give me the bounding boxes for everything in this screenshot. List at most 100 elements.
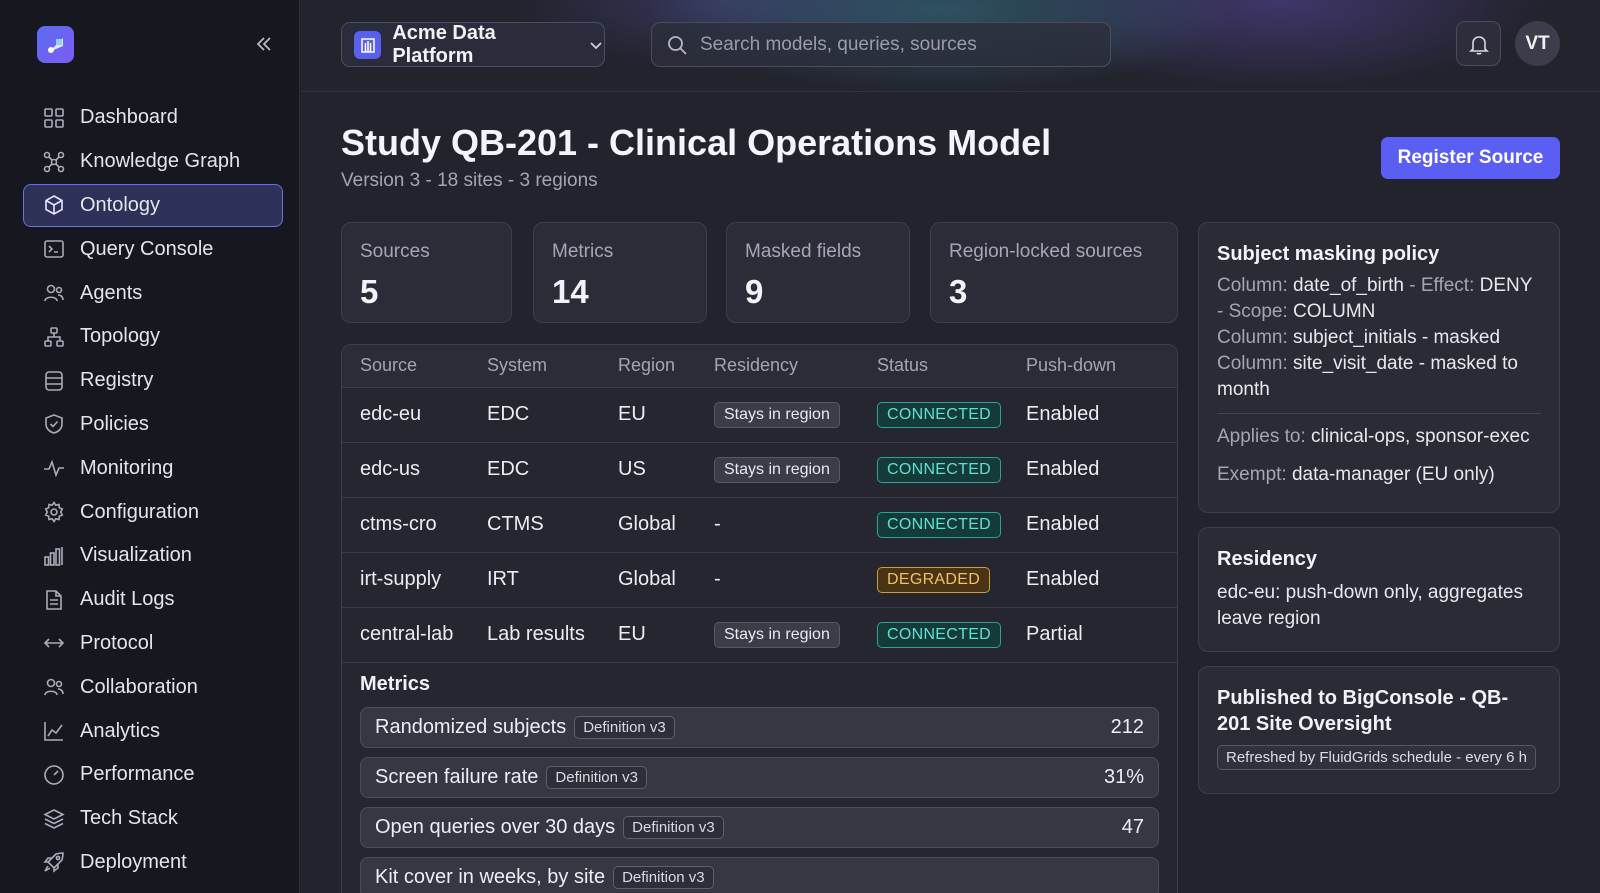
sidebar-item-label: Tech Stack [80,807,178,830]
arrows-icon [42,631,66,655]
metric-value: 31% [1103,766,1144,788]
card-title: Subject masking policy [1217,243,1440,265]
top-bar: Acme Data Platform VT [301,0,1600,92]
page-subtitle: Version 3 - 18 sites - 3 regions [341,170,598,191]
collapse-sidebar-button[interactable] [252,32,276,56]
cell-system: Lab results [469,607,600,663]
sidebar-item-collaboration[interactable]: Collaboration [23,665,283,709]
cell-region: Global [600,552,696,608]
status-badge: CONNECTED [877,621,1002,648]
avatar[interactable]: VT [1515,21,1560,66]
sidebar: Dashboard Knowledge Graph Ontology Query… [0,0,300,893]
rule-value: subject_initials - masked [1293,327,1501,348]
sidebar-item-agents[interactable]: Agents [23,271,283,315]
policy-exempt: Exempt: data-manager (EU only) [1217,462,1541,488]
sidebar-item-query-console[interactable]: Query Console [23,227,283,271]
rule-label: - Scope: [1217,301,1294,322]
grid-icon [42,106,66,130]
register-source-button[interactable]: Register Source [1381,137,1560,179]
sidebar-item-label: Deployment [80,850,187,873]
sidebar-item-topology[interactable]: Topology [23,315,283,359]
cell-pushdown: Enabled [1008,442,1177,498]
search-input[interactable] [700,33,1100,56]
sidebar-item-tech-stack[interactable]: Tech Stack [23,797,283,841]
workspace-switcher[interactable]: Acme Data Platform [341,22,605,67]
sidebar-item-policies[interactable]: Policies [23,403,283,447]
sidebar-item-visualization[interactable]: Visualization [23,534,283,578]
stat-label: Region-locked sources [949,241,1143,262]
divider [1217,413,1541,414]
policy-rule-3: Column: site_visit_date - masked to mont… [1217,351,1541,403]
sidebar-item-knowledge-graph[interactable]: Knowledge Graph [23,140,283,184]
cell-residency: - [696,552,859,608]
rule-value: data-manager (EU only) [1291,464,1495,485]
cell-source: irt-supply [342,552,469,608]
column-header-system[interactable]: System [469,345,600,388]
sidebar-item-analytics[interactable]: Analytics [23,709,283,753]
metric-row[interactable]: Open queries over 30 days Definition v3 … [360,807,1159,848]
cell-source: central-lab [342,607,469,663]
sidebar-item-protocol[interactable]: Protocol [23,622,283,666]
sidebar-item-registry[interactable]: Registry [23,359,283,403]
sidebar-item-performance[interactable]: Performance [23,753,283,797]
table-row[interactable]: central-lab Lab results EU Stays in regi… [342,607,1177,663]
users-icon [42,281,66,305]
published-card[interactable]: Published to BigConsole - QB-201 Site Ov… [1198,666,1560,794]
cell-residency: Stays in region [696,387,859,443]
stat-value: 14 [552,273,589,310]
cell-pushdown: Enabled [1008,497,1177,553]
cell-status: CONNECTED [859,497,1008,553]
metric-row[interactable]: Randomized subjects Definition v3 212 [360,707,1159,748]
table-row[interactable]: ctms-cro CTMS Global - CONNECTED Enabled [342,497,1177,553]
metric-value: 212 [1110,716,1144,738]
sidebar-item-deployment[interactable]: Deployment [23,841,283,885]
sidebar-item-dashboard[interactable]: Dashboard [23,96,283,140]
terminal-icon [42,237,66,261]
stat-card-masked-fields: Masked fields 9 [726,222,910,323]
cell-residency: Stays in region [696,607,859,663]
column-header-region[interactable]: Region [600,345,696,388]
rule-label: Exempt: [1217,464,1292,485]
table-row[interactable]: edc-eu EDC EU Stays in region CONNECTED … [342,387,1177,443]
metric-row[interactable]: Kit cover in weeks, by site Definition v… [360,857,1159,893]
rule-label: Column: [1217,353,1294,374]
app-logo[interactable] [37,26,74,63]
rule-label: - Effect: [1403,275,1480,296]
sidebar-item-label: Visualization [80,544,192,567]
sidebar-item-label: Performance [80,763,195,786]
sidebar-item-configuration[interactable]: Configuration [23,490,283,534]
notifications-button[interactable] [1456,21,1501,66]
card-title: Residency [1217,548,1318,570]
cell-region: Global [600,497,696,553]
definition-badge: Definition v3 [623,816,724,839]
sidebar-item-audit-logs[interactable]: Audit Logs [23,578,283,622]
sidebar-item-ontology[interactable]: Ontology [23,183,283,228]
sidebar-item-label: Ontology [80,193,161,216]
cell-system: CTMS [469,497,600,553]
column-header-status[interactable]: Status [859,345,1008,388]
table-row[interactable]: irt-supply IRT Global - DEGRADED Enabled [342,552,1177,608]
cell-system: EDC [469,387,600,443]
metrics-section-title: Metrics [360,673,431,695]
column-header-residency[interactable]: Residency [696,345,859,388]
metric-row[interactable]: Screen failure rate Definition v3 31% [360,757,1159,798]
rule-label: Applies to: [1217,426,1311,447]
definition-badge: Definition v3 [546,766,647,789]
cell-system: EDC [469,442,600,498]
gauge-icon [42,763,66,787]
column-header-pushdown[interactable]: Push-down [1008,345,1177,388]
sidebar-item-monitoring[interactable]: Monitoring [23,446,283,490]
residency-badge: Stays in region [714,621,840,648]
bell-icon [1468,33,1490,55]
table-row[interactable]: edc-us EDC US Stays in region CONNECTED … [342,442,1177,498]
bar-chart-icon [42,544,66,568]
metric-name: Kit cover in weeks, by site [375,866,606,888]
document-icon [42,588,66,612]
column-header-source[interactable]: Source [342,345,469,388]
status-badge: DEGRADED [877,566,991,593]
main-content: Acme Data Platform VT Study QB-201 - Cli… [301,0,1600,893]
stat-value: 5 [360,273,379,310]
metric-name: Randomized subjects [375,716,567,738]
cell-residency: Stays in region [696,442,859,498]
stat-label: Sources [360,241,430,262]
